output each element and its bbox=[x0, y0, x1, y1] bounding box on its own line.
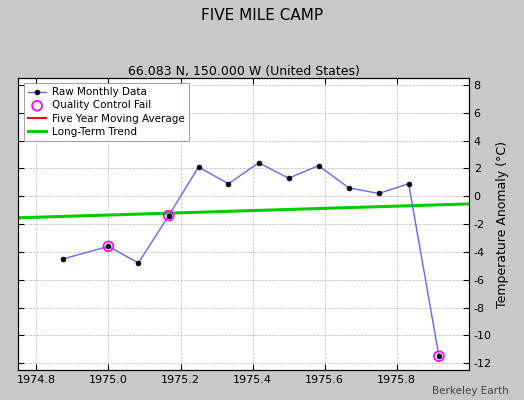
Raw Monthly Data bbox=[225, 181, 232, 186]
Raw Monthly Data bbox=[135, 261, 141, 266]
Title: 66.083 N, 150.000 W (United States): 66.083 N, 150.000 W (United States) bbox=[128, 65, 359, 78]
Raw Monthly Data bbox=[256, 160, 262, 165]
Y-axis label: Temperature Anomaly (°C): Temperature Anomaly (°C) bbox=[496, 140, 509, 308]
Raw Monthly Data bbox=[376, 191, 382, 196]
Legend: Raw Monthly Data, Quality Control Fail, Five Year Moving Average, Long-Term Tren: Raw Monthly Data, Quality Control Fail, … bbox=[24, 83, 189, 141]
Raw Monthly Data bbox=[346, 186, 352, 190]
Raw Monthly Data bbox=[315, 163, 322, 168]
Text: Berkeley Earth: Berkeley Earth bbox=[432, 386, 508, 396]
Quality Control Fail bbox=[104, 243, 113, 250]
Raw Monthly Data bbox=[60, 256, 67, 261]
Quality Control Fail bbox=[435, 353, 443, 360]
Text: FIVE MILE CAMP: FIVE MILE CAMP bbox=[201, 8, 323, 23]
Quality Control Fail bbox=[165, 212, 173, 219]
Raw Monthly Data bbox=[105, 244, 112, 249]
Raw Monthly Data bbox=[436, 354, 442, 359]
Raw Monthly Data bbox=[286, 176, 292, 180]
Raw Monthly Data bbox=[166, 213, 172, 218]
Line: Raw Monthly Data: Raw Monthly Data bbox=[61, 160, 441, 359]
Raw Monthly Data bbox=[406, 181, 412, 186]
Raw Monthly Data bbox=[195, 165, 202, 170]
